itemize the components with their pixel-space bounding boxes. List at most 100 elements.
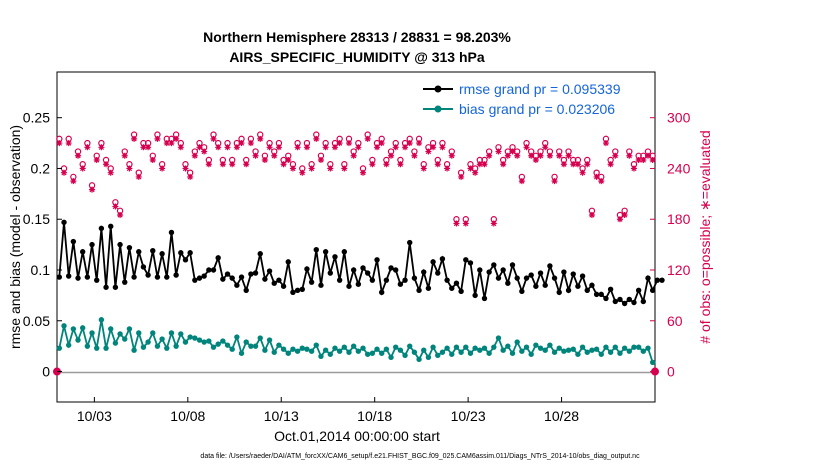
rmse-point — [645, 275, 651, 281]
x-axis-label: Oct.01,2014 00:00:00 start — [274, 428, 440, 444]
rmse-point — [486, 269, 492, 275]
rmse-point — [589, 282, 595, 288]
rmse-point — [364, 270, 371, 276]
rmse-point — [257, 251, 263, 257]
obs-evaluated-marker — [313, 135, 320, 142]
bias-point — [626, 348, 633, 354]
rmse-point — [416, 287, 422, 294]
bias-point — [635, 344, 642, 350]
rmse-point — [122, 279, 128, 285]
bias-point — [378, 350, 385, 356]
bias-point — [122, 336, 128, 342]
rmse-point — [435, 270, 441, 276]
obs-evaluated-marker — [392, 144, 399, 151]
obs-evaluated-marker — [261, 157, 268, 163]
rmse-point — [360, 265, 366, 271]
obs-evaluated-marker — [112, 203, 119, 210]
obs-evaluated-marker — [486, 152, 493, 159]
rmse-point — [238, 274, 245, 280]
rmse-point — [528, 272, 534, 278]
rmse-point — [547, 263, 553, 269]
rmse-point — [607, 286, 614, 292]
bias-point — [463, 344, 469, 350]
bias-point — [108, 326, 114, 332]
obs-evaluated-marker — [570, 161, 577, 168]
obs-evaluated-marker — [523, 144, 530, 151]
obs-evaluated-marker — [75, 152, 82, 159]
rmse-point — [575, 283, 581, 289]
obs-evaluated-marker — [243, 161, 250, 168]
obs-count-markers — [53, 131, 659, 376]
bias-point — [271, 349, 277, 355]
rmse-point — [322, 249, 329, 255]
bias-point — [192, 335, 198, 341]
bias-point — [341, 344, 348, 350]
bias-point — [238, 350, 245, 356]
rmse-point — [234, 282, 240, 288]
bias-point — [612, 344, 618, 350]
obs-evaluated-marker — [644, 152, 651, 159]
bias-point — [294, 348, 301, 354]
bias-point — [486, 350, 492, 356]
y2-tick-label: 60 — [667, 313, 683, 329]
rmse-point — [584, 287, 590, 294]
bias-point — [313, 342, 319, 348]
y2-tick-label: 180 — [667, 211, 691, 227]
bias-point — [126, 326, 133, 332]
bias-point — [565, 347, 572, 353]
obs-evaluated-marker — [121, 152, 128, 159]
y-axis-label: rmse and bias (model - observation) — [7, 125, 23, 349]
obs-evaluated-marker — [89, 186, 96, 193]
obs-evaluated-marker — [532, 157, 539, 163]
bias-point — [575, 351, 581, 357]
rmse-point — [178, 250, 184, 256]
obs-evaluated-marker — [219, 161, 226, 168]
bias-point — [136, 330, 142, 336]
chart-subtitle: AIRS_SPECIFIC_HUMIDITY @ 313 hPa — [229, 49, 485, 65]
rmse-point — [640, 298, 647, 305]
bias-point — [276, 342, 282, 348]
bias-point — [388, 354, 394, 361]
legend: rmse grand pr = 0.095339 bias grand pr =… — [420, 78, 650, 120]
rmse-point — [131, 274, 137, 280]
bias-point — [603, 344, 609, 350]
bias-point — [332, 345, 338, 351]
rmse-point — [579, 273, 586, 279]
obs-evaluated-marker — [537, 152, 544, 159]
obs-evaluated-marker — [131, 135, 138, 142]
bias-point — [65, 342, 72, 348]
bias-point — [407, 343, 413, 349]
bias-point — [556, 345, 562, 351]
rmse-point — [453, 280, 460, 286]
bias-point — [94, 345, 100, 351]
legend-rmse-label: rmse grand pr = 0.095339 — [459, 81, 621, 97]
bias-point — [266, 337, 273, 343]
obs-evaluated-marker — [56, 140, 63, 147]
rmse-point — [201, 273, 207, 279]
rmse-point — [519, 288, 525, 295]
obs-evaluated-marker — [168, 140, 175, 147]
obs-evaluated-marker — [341, 165, 348, 172]
rmse-point — [659, 277, 665, 283]
bias-point — [617, 350, 623, 356]
rmse-point — [220, 276, 226, 282]
obs-evaluated-marker — [350, 152, 357, 159]
bias-point — [70, 326, 77, 332]
rmse-point — [350, 267, 357, 273]
rmse-point — [598, 291, 604, 298]
obs-evaluated-marker — [630, 165, 637, 172]
rmse-point — [472, 292, 478, 299]
rmse-point — [393, 267, 399, 273]
y-tick-label: 0.1 — [31, 262, 51, 278]
obs-evaluated-marker — [196, 144, 203, 151]
bias-point — [178, 331, 184, 337]
rmse-point — [224, 271, 231, 277]
rmse-point — [108, 223, 114, 230]
rmse-point — [523, 275, 530, 281]
obs-evaluated-marker — [416, 140, 423, 147]
obs-evaluated-marker — [411, 152, 418, 159]
bias-point — [537, 345, 544, 351]
bias-point — [131, 347, 137, 353]
rmse-point — [182, 257, 189, 263]
bias-point — [402, 352, 408, 358]
